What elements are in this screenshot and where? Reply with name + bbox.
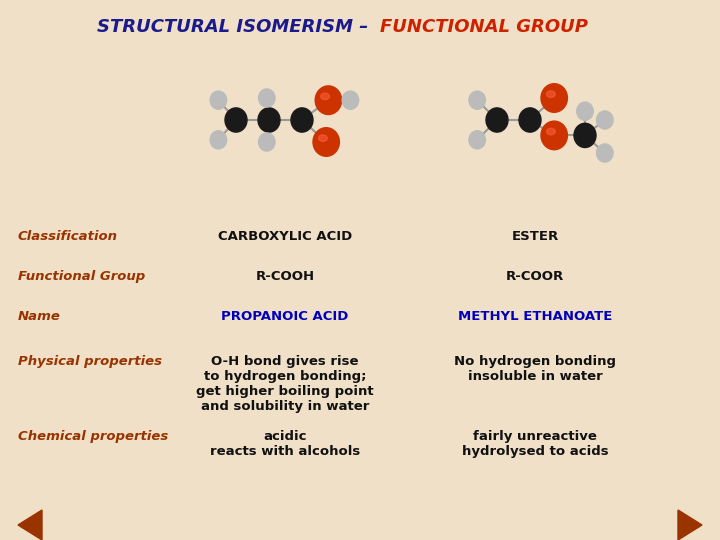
Ellipse shape (469, 91, 485, 109)
Ellipse shape (210, 131, 227, 149)
Ellipse shape (210, 91, 227, 109)
Ellipse shape (225, 108, 247, 132)
Ellipse shape (597, 144, 613, 162)
Text: Physical properties: Physical properties (18, 355, 162, 368)
Ellipse shape (546, 128, 555, 135)
Text: fairly unreactive
hydrolysed to acids: fairly unreactive hydrolysed to acids (462, 430, 608, 458)
Text: acidic
reacts with alcohols: acidic reacts with alcohols (210, 430, 360, 458)
Ellipse shape (318, 135, 328, 141)
Text: ESTER: ESTER (511, 230, 559, 243)
Ellipse shape (258, 89, 275, 107)
Ellipse shape (486, 108, 508, 132)
Text: FUNCTIONAL GROUP: FUNCTIONAL GROUP (380, 18, 588, 36)
Text: R-COOH: R-COOH (256, 270, 315, 283)
Text: METHYL ETHANOATE: METHYL ETHANOATE (458, 310, 612, 323)
Ellipse shape (315, 86, 341, 114)
Ellipse shape (258, 108, 280, 132)
Ellipse shape (258, 133, 275, 151)
Ellipse shape (541, 121, 567, 150)
Polygon shape (18, 510, 42, 540)
Text: Chemical properties: Chemical properties (18, 430, 168, 443)
Ellipse shape (541, 84, 567, 112)
Ellipse shape (519, 108, 541, 132)
Text: STRUCTURAL ISOMERISM: STRUCTURAL ISOMERISM (97, 18, 353, 36)
Ellipse shape (291, 108, 313, 132)
Ellipse shape (574, 123, 596, 147)
Ellipse shape (597, 111, 613, 129)
Text: No hydrogen bonding
insoluble in water: No hydrogen bonding insoluble in water (454, 355, 616, 383)
Text: CARBOXYLIC ACID: CARBOXYLIC ACID (218, 230, 352, 243)
Text: Name: Name (18, 310, 61, 323)
Text: Functional Group: Functional Group (18, 270, 145, 283)
Polygon shape (678, 510, 702, 540)
Ellipse shape (320, 93, 330, 100)
Text: PROPANOIC ACID: PROPANOIC ACID (221, 310, 348, 323)
Text: –: – (353, 18, 374, 36)
Ellipse shape (313, 127, 339, 156)
Ellipse shape (469, 131, 485, 149)
Ellipse shape (342, 91, 359, 109)
Text: Classification: Classification (18, 230, 118, 243)
Text: O-H bond gives rise
to hydrogen bonding;
get higher boiling point
and solubility: O-H bond gives rise to hydrogen bonding;… (196, 355, 374, 413)
Ellipse shape (577, 102, 593, 120)
Ellipse shape (546, 91, 555, 97)
Text: R-COOR: R-COOR (506, 270, 564, 283)
